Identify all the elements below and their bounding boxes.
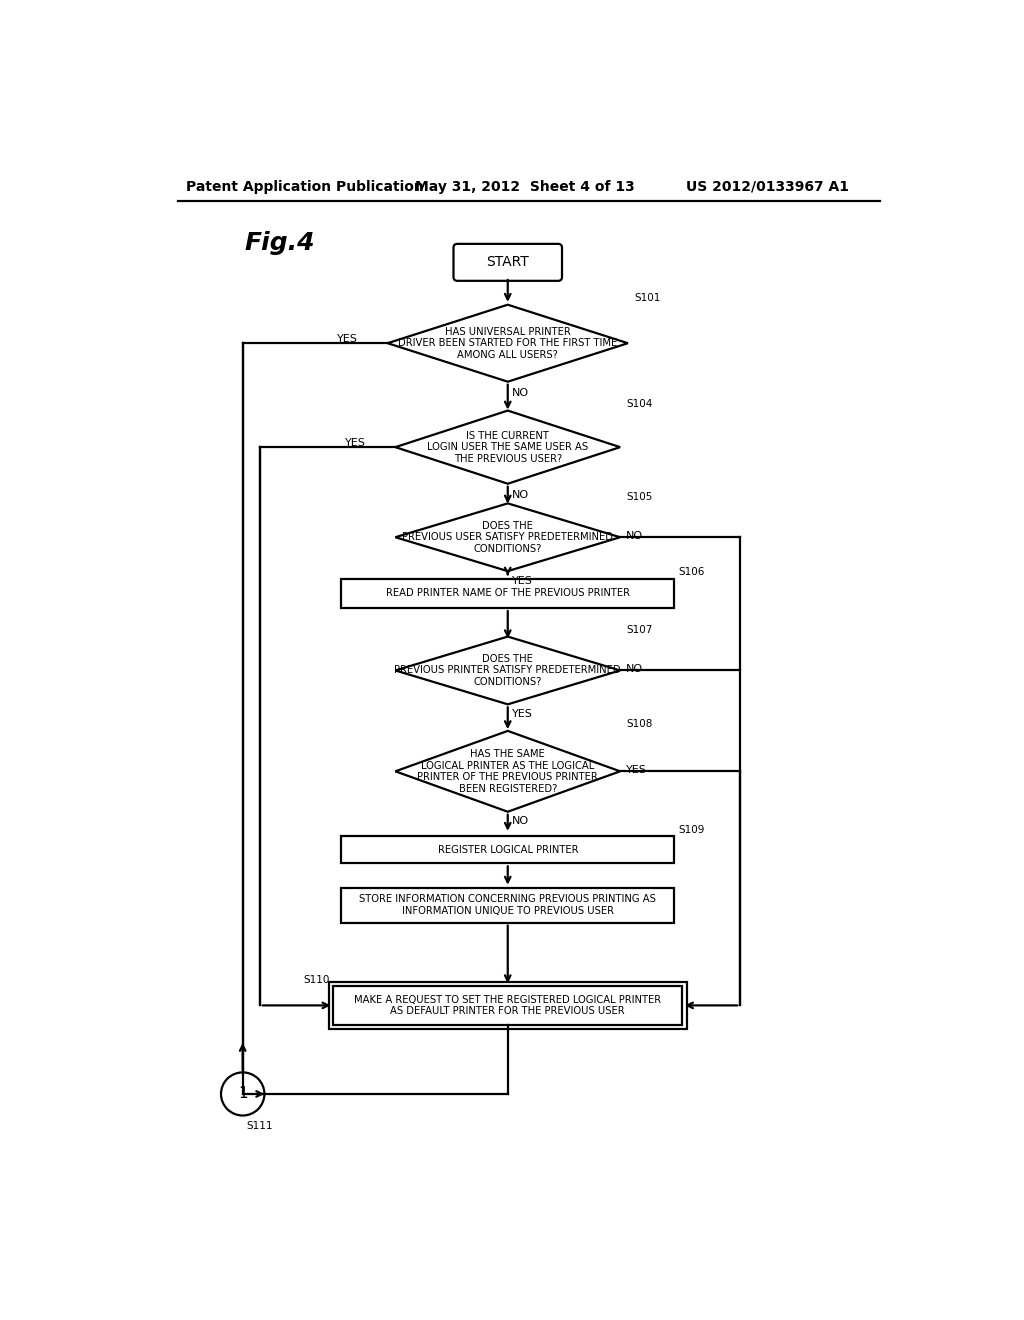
Text: DOES THE
PREVIOUS USER SATISFY PREDETERMINED
CONDITIONS?: DOES THE PREVIOUS USER SATISFY PREDETERM… [402,520,613,554]
Text: DOES THE
PREVIOUS PRINTER SATISFY PREDETERMINED
CONDITIONS?: DOES THE PREVIOUS PRINTER SATISFY PREDET… [394,653,622,686]
Text: NO: NO [627,664,643,675]
Text: S109: S109 [678,825,705,834]
Text: May 31, 2012  Sheet 4 of 13: May 31, 2012 Sheet 4 of 13 [415,180,635,194]
Text: NO: NO [512,490,528,500]
Text: S106: S106 [678,568,705,577]
Text: STORE INFORMATION CONCERNING PREVIOUS PRINTING AS
INFORMATION UNIQUE TO PREVIOUS: STORE INFORMATION CONCERNING PREVIOUS PR… [359,895,656,916]
Polygon shape [395,503,621,572]
Text: S110: S110 [303,974,330,985]
Text: YES: YES [345,438,366,449]
Text: S104: S104 [627,399,652,409]
Polygon shape [395,731,621,812]
Text: Fig.4: Fig.4 [245,231,314,255]
Polygon shape [395,411,621,483]
Text: NO: NO [627,531,643,541]
Text: YES: YES [337,334,358,345]
Text: READ PRINTER NAME OF THE PREVIOUS PRINTER: READ PRINTER NAME OF THE PREVIOUS PRINTE… [386,589,630,598]
Text: US 2012/0133967 A1: US 2012/0133967 A1 [686,180,849,194]
Text: YES: YES [512,576,532,586]
Text: YES: YES [512,709,532,719]
Text: HAS THE SAME
LOGICAL PRINTER AS THE LOGICAL
PRINTER OF THE PREVIOUS PRINTER
BEEN: HAS THE SAME LOGICAL PRINTER AS THE LOGI… [418,748,598,793]
Text: HAS UNIVERSAL PRINTER
DRIVER BEEN STARTED FOR THE FIRST TIME
AMONG ALL USERS?: HAS UNIVERSAL PRINTER DRIVER BEEN STARTE… [398,326,617,360]
Text: IS THE CURRENT
LOGIN USER THE SAME USER AS
THE PREVIOUS USER?: IS THE CURRENT LOGIN USER THE SAME USER … [427,430,589,463]
Text: S111: S111 [247,1121,273,1131]
Text: S108: S108 [627,719,652,730]
Bar [341,837,675,863]
Text: S105: S105 [627,492,652,502]
Bar [334,986,682,1024]
Text: NO: NO [512,388,528,397]
Bar [329,982,687,1030]
Polygon shape [388,305,628,381]
Text: 1: 1 [238,1086,248,1101]
Circle shape [221,1072,264,1115]
Bar [341,579,675,609]
Text: REGISTER LOGICAL PRINTER: REGISTER LOGICAL PRINTER [437,845,578,855]
Text: S101: S101 [634,293,660,304]
Text: NO: NO [512,816,528,826]
Text: START: START [486,255,529,269]
Text: MAKE A REQUEST TO SET THE REGISTERED LOGICAL PRINTER
AS DEFAULT PRINTER FOR THE : MAKE A REQUEST TO SET THE REGISTERED LOG… [354,994,662,1016]
Text: YES: YES [627,764,647,775]
FancyBboxPatch shape [454,244,562,281]
Text: S107: S107 [627,626,652,635]
Text: Patent Application Publication: Patent Application Publication [186,180,424,194]
Bar [341,888,675,923]
Polygon shape [395,636,621,705]
